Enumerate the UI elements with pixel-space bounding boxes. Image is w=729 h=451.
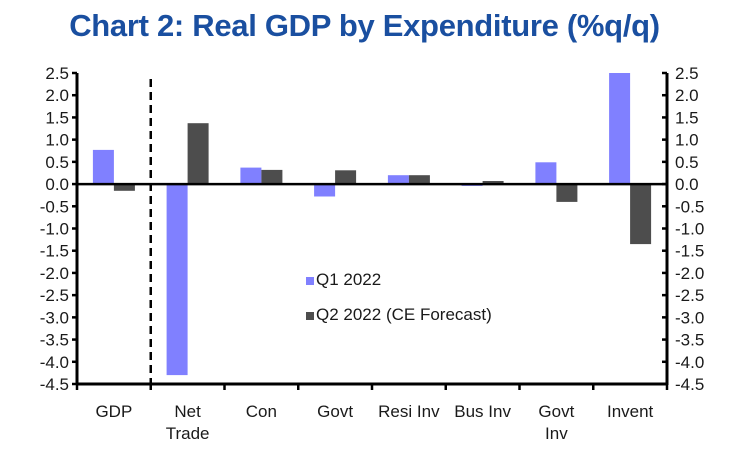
chart-title: Chart 2: Real GDP by Expenditure (%q/q) (69, 8, 660, 43)
left-tick-label: -4.5 (40, 375, 69, 394)
left-tick-label: 0.0 (45, 175, 69, 194)
legend-swatch-q2 (306, 312, 314, 320)
right-tick-label: -3.0 (675, 308, 704, 327)
left-tick-label: -3.5 (40, 331, 69, 350)
category-label: Net Trade (166, 402, 210, 443)
bar-q1-resi-inv (387, 175, 409, 185)
right-tick-label: -0.5 (675, 197, 704, 216)
left-tick-label: 1.5 (45, 108, 69, 127)
legend: Q1 2022 Q2 2022 (CE Forecast) (306, 270, 492, 324)
right-tick-label: 1.5 (675, 108, 699, 127)
category-label: Govt (317, 402, 353, 421)
left-tick-label: -0.5 (40, 197, 69, 216)
legend-label-q2: Q2 2022 (CE Forecast) (316, 305, 492, 324)
category-label: Bus Inv (454, 402, 511, 421)
category-label: Con (246, 402, 277, 421)
left-tick-label: 1.0 (45, 131, 69, 150)
bars-group (92, 73, 652, 376)
axes-group: 2.5 2.5 2.0 2.0 1.5 1.5 1.0 1.0 0.5 0.5 0.0 0.0 -0.5… (40, 64, 705, 443)
bar-q2-net-trade (187, 123, 209, 185)
right-tick-label: 2.0 (675, 86, 699, 105)
right-tick-label: -1.5 (675, 242, 704, 261)
bar-q2-bus-inv (482, 181, 504, 185)
left-tick-label: 2.5 (45, 64, 69, 83)
right-tick-label: -4.5 (675, 375, 704, 394)
right-tick-label: -3.5 (675, 331, 704, 350)
bar-q1-net-trade (166, 184, 188, 376)
left-tick-label: -1.0 (40, 220, 69, 239)
left-tick-label: -2.0 (40, 264, 69, 283)
bar-q2-con (261, 169, 283, 185)
right-tick-label: -2.0 (675, 264, 704, 283)
bar-q1-govt-inv (535, 162, 557, 185)
left-tick-label: -2.5 (40, 286, 69, 305)
category-label: Govt Inv (538, 402, 574, 443)
category-label: Resi Inv (378, 402, 440, 421)
right-tick-label: -4.0 (675, 353, 704, 372)
right-tick-label: 0.0 (675, 175, 699, 194)
bar-q2-govt-inv (556, 184, 578, 202)
left-tick-label: -1.5 (40, 242, 69, 261)
left-tick-label: -3.0 (40, 308, 69, 327)
right-tick-label: -1.0 (675, 220, 704, 239)
bar-q2-resi-inv (408, 175, 430, 185)
right-tick-label: -2.5 (675, 286, 704, 305)
category-label: GDP (95, 402, 132, 421)
left-tick-label: -4.0 (40, 353, 69, 372)
right-tick-label: 1.0 (675, 131, 699, 150)
legend-swatch-q1 (306, 277, 314, 285)
bar-q2-govt (335, 170, 357, 185)
left-tick-label: 0.5 (45, 153, 69, 172)
bar-q2-gdp (113, 184, 135, 191)
bar-q1-govt (314, 184, 336, 197)
right-tick-label: 0.5 (675, 153, 699, 172)
left-tick-label: 2.0 (45, 86, 69, 105)
right-tick-label: 2.5 (675, 64, 699, 83)
category-label: Invent (607, 402, 654, 421)
bar-q1-con (240, 167, 262, 184)
legend-label-q1: Q1 2022 (316, 270, 381, 289)
bar-q2-invent (630, 184, 652, 245)
bar-q1-gdp (92, 149, 114, 185)
bar-q1-invent (609, 73, 631, 185)
